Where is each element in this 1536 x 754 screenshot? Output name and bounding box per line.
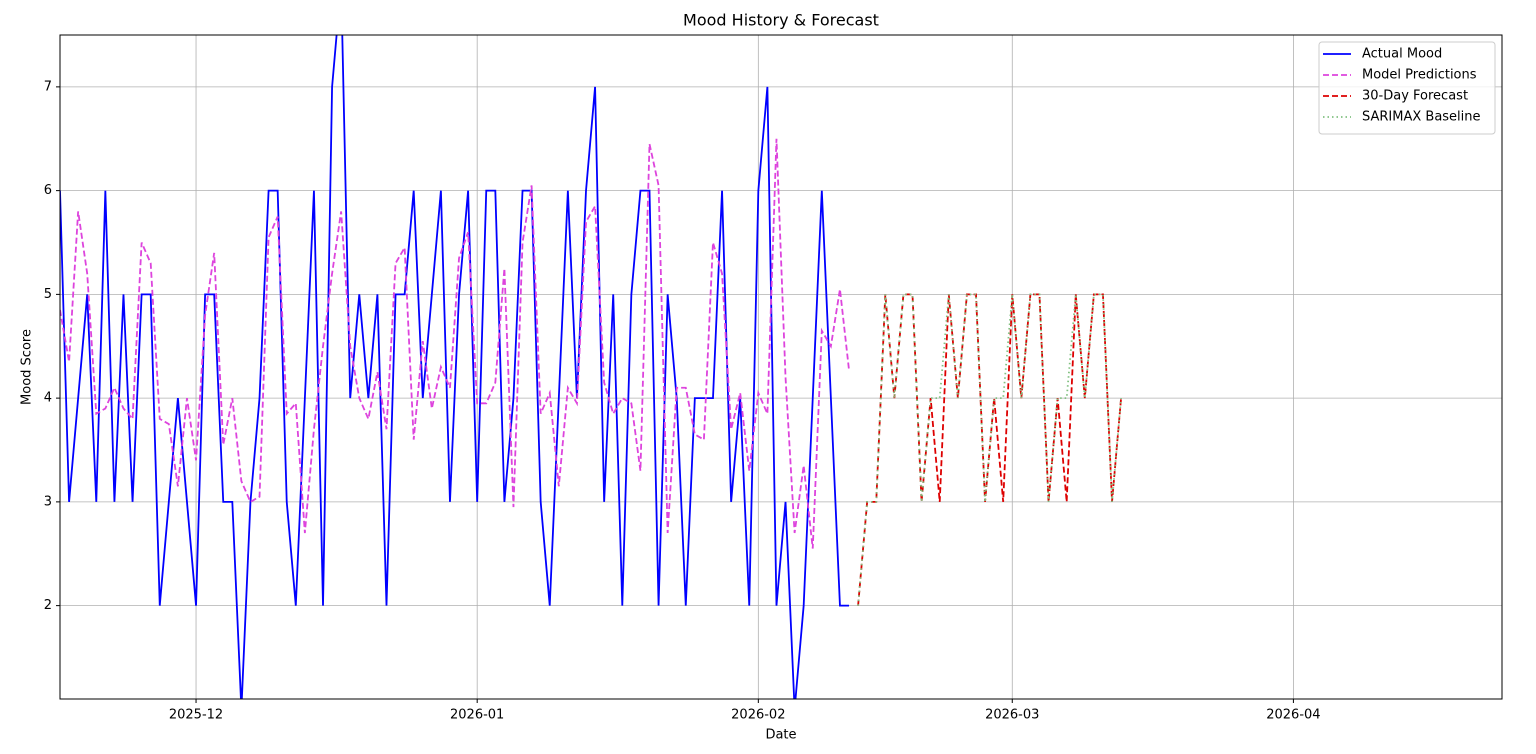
x-axis-label: Date [765, 728, 796, 743]
line-series [857, 293, 1122, 606]
grid: 2 3 4 5 6 7 2025-12 2026-01 2026-02 2026-03 2026-0… [44, 35, 1502, 723]
legend-label: Model Predictions [1362, 68, 1477, 83]
x-tick-label: 2025-12 [169, 708, 223, 723]
legend-box [1318, 41, 1496, 135]
x-tick-label: 2026-04 [1266, 708, 1320, 723]
plot-frame [59, 34, 1503, 700]
y-tick-label: 2 [44, 598, 52, 613]
x-tick-label: 2026-02 [731, 708, 785, 723]
legend: Actual Mood Model Predictions 30-Day Forec… [1318, 41, 1496, 135]
legend-label: SARIMAX Baseline [1362, 110, 1481, 125]
y-tick-label: 5 [44, 287, 52, 302]
x-tick-label: 2026-01 [450, 708, 504, 723]
x-tick-label: 2026-03 [985, 708, 1039, 723]
line-series [60, 138, 850, 549]
y-tick-label: 3 [44, 494, 52, 509]
chart-title: Mood History & Forecast [683, 11, 879, 30]
legend-label: Actual Mood [1362, 47, 1442, 62]
y-axis-label: Mood Score [20, 329, 35, 405]
lines [60, 35, 1122, 699]
legend-label: 30-Day Forecast [1362, 89, 1468, 104]
y-tick-label: 4 [44, 391, 52, 406]
line-series [60, 35, 850, 699]
y-tick-label: 7 [44, 79, 52, 94]
y-tick-label: 6 [44, 183, 52, 198]
